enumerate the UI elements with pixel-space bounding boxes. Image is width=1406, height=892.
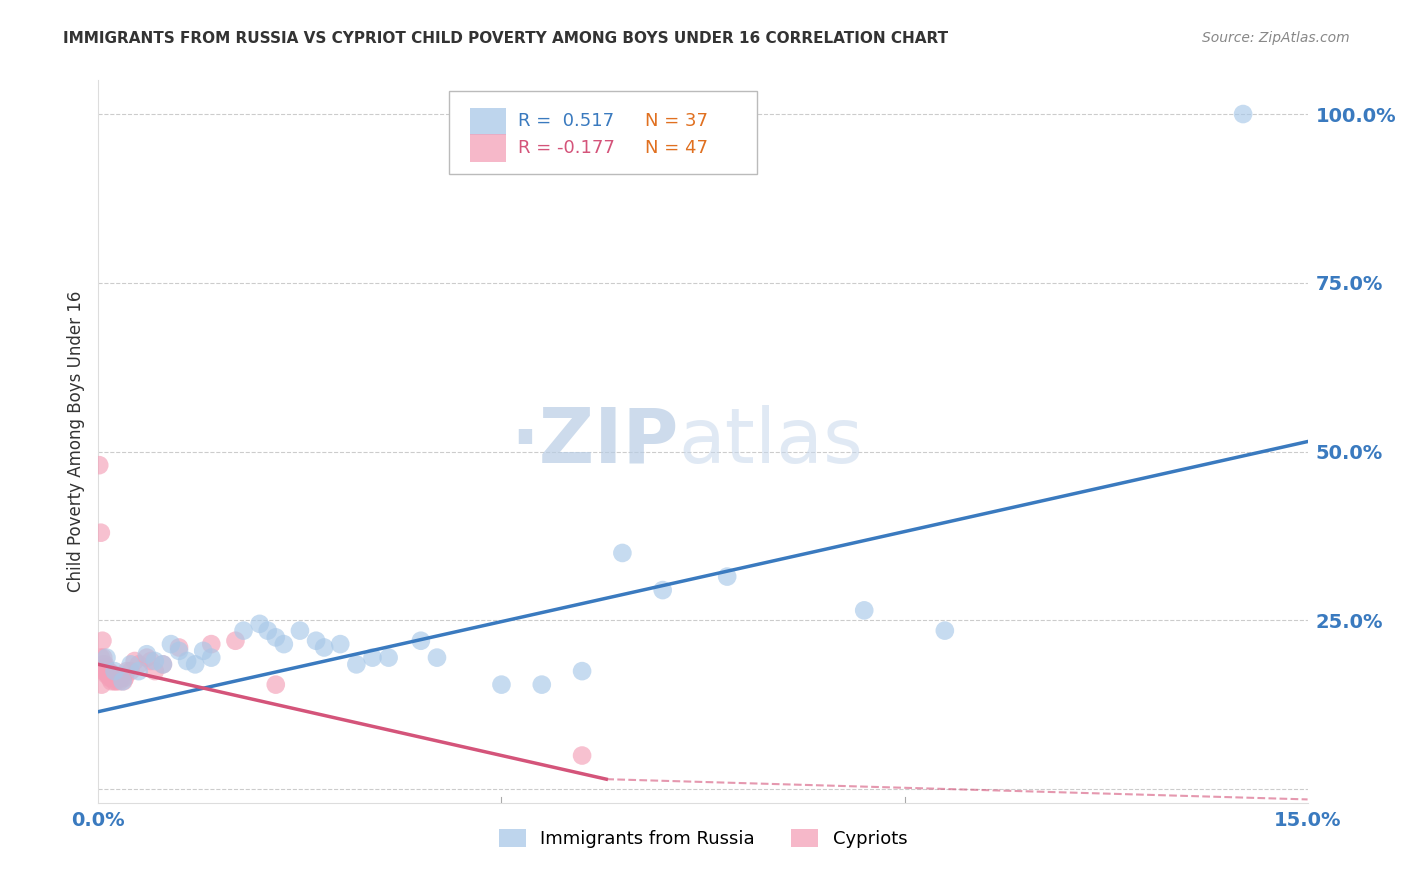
- Y-axis label: Child Poverty Among Boys Under 16: Child Poverty Among Boys Under 16: [66, 291, 84, 592]
- Point: [934, 624, 956, 638]
- Point: [101, 671, 124, 685]
- Point: [115, 664, 138, 678]
- Point: [160, 637, 183, 651]
- Point: [93, 664, 115, 678]
- Point: [103, 667, 125, 681]
- Point: [111, 674, 134, 689]
- Point: [256, 624, 278, 638]
- Text: R = -0.177: R = -0.177: [517, 139, 614, 157]
- Point: [101, 667, 124, 681]
- Point: [716, 569, 738, 583]
- Point: [314, 640, 336, 655]
- Point: [200, 650, 222, 665]
- Point: [139, 654, 162, 668]
- Point: [264, 678, 287, 692]
- Point: [344, 657, 367, 672]
- Point: [124, 654, 146, 668]
- Point: [143, 654, 166, 668]
- Point: [152, 657, 174, 672]
- Point: [96, 667, 118, 681]
- Point: [224, 633, 246, 648]
- Point: [232, 624, 254, 638]
- Point: [273, 637, 295, 651]
- Text: IMMIGRANTS FROM RUSSIA VS CYPRIOT CHILD POVERTY AMONG BOYS UNDER 16 CORRELATION : IMMIGRANTS FROM RUSSIA VS CYPRIOT CHILD …: [63, 31, 949, 46]
- Point: [105, 671, 128, 685]
- Point: [491, 678, 513, 692]
- Text: ·ZIP: ·ZIP: [510, 405, 679, 478]
- Point: [135, 650, 157, 665]
- Point: [167, 644, 190, 658]
- Point: [98, 671, 121, 685]
- Point: [90, 650, 112, 665]
- Text: R =  0.517: R = 0.517: [517, 112, 614, 130]
- Point: [128, 657, 150, 672]
- Point: [377, 650, 399, 665]
- Point: [530, 678, 553, 692]
- FancyBboxPatch shape: [449, 91, 758, 174]
- Point: [184, 657, 207, 672]
- Point: [100, 674, 122, 689]
- Point: [107, 671, 129, 685]
- Point: [120, 657, 142, 672]
- Point: [571, 748, 593, 763]
- Point: [612, 546, 634, 560]
- Point: [409, 633, 432, 648]
- Point: [853, 603, 876, 617]
- Point: [114, 671, 136, 685]
- Point: [96, 650, 118, 665]
- Point: [120, 664, 142, 678]
- Point: [143, 664, 166, 678]
- Point: [111, 671, 134, 685]
- Point: [104, 671, 127, 685]
- Point: [91, 657, 114, 672]
- Point: [105, 674, 128, 689]
- Point: [91, 633, 114, 648]
- Point: [94, 661, 117, 675]
- FancyBboxPatch shape: [470, 135, 506, 162]
- Point: [97, 667, 120, 681]
- Point: [249, 616, 271, 631]
- Point: [89, 458, 111, 472]
- Text: Source: ZipAtlas.com: Source: ZipAtlas.com: [1202, 31, 1350, 45]
- Text: N = 47: N = 47: [645, 139, 709, 157]
- Point: [100, 671, 122, 685]
- Point: [112, 674, 135, 689]
- Point: [108, 674, 131, 689]
- Point: [103, 664, 125, 678]
- Point: [426, 650, 449, 665]
- Point: [571, 664, 593, 678]
- Point: [128, 664, 150, 678]
- Point: [200, 637, 222, 651]
- Point: [264, 631, 287, 645]
- FancyBboxPatch shape: [470, 108, 506, 136]
- Legend: Immigrants from Russia, Cypriots: Immigrants from Russia, Cypriots: [499, 829, 907, 848]
- Point: [361, 650, 384, 665]
- Point: [94, 657, 117, 672]
- Text: N = 37: N = 37: [645, 112, 709, 130]
- Text: atlas: atlas: [679, 405, 863, 478]
- Point: [96, 664, 118, 678]
- Point: [100, 667, 122, 681]
- Point: [91, 650, 114, 665]
- Point: [305, 633, 328, 648]
- Point: [193, 644, 215, 658]
- Point: [103, 674, 125, 689]
- Point: [288, 624, 311, 638]
- Point: [167, 640, 190, 655]
- Point: [152, 657, 174, 672]
- Point: [90, 678, 112, 692]
- Point: [651, 583, 673, 598]
- Point: [103, 671, 125, 685]
- Point: [329, 637, 352, 651]
- Point: [90, 525, 112, 540]
- Point: [97, 664, 120, 678]
- Point: [176, 654, 198, 668]
- Point: [96, 664, 118, 678]
- Point: [135, 647, 157, 661]
- Point: [108, 671, 131, 685]
- Point: [97, 667, 120, 681]
- Point: [1232, 107, 1254, 121]
